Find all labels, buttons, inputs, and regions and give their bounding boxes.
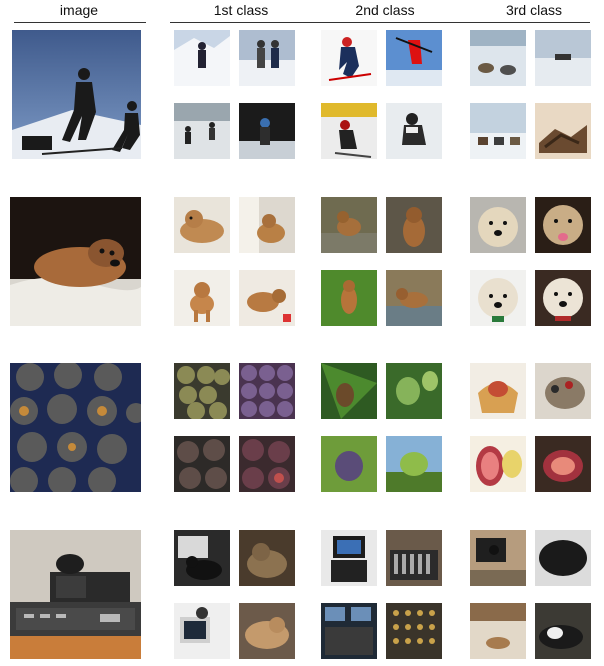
class2-dog-thumb-2 (386, 197, 442, 253)
class3-cat-thumb-3 (470, 603, 526, 659)
header-3rd-class: 3rd class (505, 2, 563, 18)
query-image-cat-electronics (10, 530, 141, 659)
class1-figs-thumb-4 (239, 436, 295, 492)
class3-cat-thumb-2 (535, 530, 591, 586)
class2-figs-thumb-1 (321, 363, 377, 419)
class2-figs-thumb-2 (386, 363, 442, 419)
header-divider-classes (170, 22, 590, 23)
class2-electronics-thumb-1 (321, 530, 377, 586)
query-image-skiing (12, 30, 141, 159)
class2-skiing-thumb-2 (386, 30, 442, 86)
class1-cat-thumb-3 (174, 603, 230, 659)
class3-dog-thumb-1 (470, 197, 526, 253)
query-image-dog (10, 197, 141, 326)
class3-figs-thumb-4 (535, 436, 591, 492)
header-1st-class: 1st class (213, 2, 269, 18)
class2-dog-thumb-1 (321, 197, 377, 253)
class2-dog-thumb-3 (321, 270, 377, 326)
class2-skiing-thumb-3 (321, 103, 377, 159)
class1-figs-thumb-1 (174, 363, 230, 419)
class1-dog-thumb-1 (174, 197, 230, 253)
class3-figs-thumb-3 (470, 436, 526, 492)
class3-figs-thumb-1 (470, 363, 526, 419)
class2-electronics-thumb-4 (386, 603, 442, 659)
class1-skiing-thumb-3 (174, 103, 230, 159)
class2-skiing-thumb-1 (321, 30, 377, 86)
class3-figs-thumb-2 (535, 363, 591, 419)
class3-skiing-thumb-1 (470, 30, 526, 86)
query-image-figs (10, 363, 141, 492)
class3-cat-thumb-4 (535, 603, 591, 659)
class1-dog-thumb-4 (239, 270, 295, 326)
class2-skiing-thumb-4 (386, 103, 442, 159)
class3-dog-thumb-3 (470, 270, 526, 326)
class1-figs-thumb-2 (239, 363, 295, 419)
header-2nd-class: 2nd class (355, 2, 415, 18)
class1-skiing-thumb-4 (239, 103, 295, 159)
class2-electronics-thumb-3 (321, 603, 377, 659)
class1-dog-thumb-2 (239, 197, 295, 253)
class1-cat-thumb-1 (174, 530, 230, 586)
class1-figs-thumb-3 (174, 436, 230, 492)
class3-cat-thumb-1 (470, 530, 526, 586)
class1-dog-thumb-3 (174, 270, 230, 326)
class1-cat-thumb-2 (239, 530, 295, 586)
class2-dog-thumb-4 (386, 270, 442, 326)
class2-electronics-thumb-2 (386, 530, 442, 586)
class1-skiing-thumb-2 (239, 30, 295, 86)
header-image: image (59, 2, 99, 18)
class3-dog-thumb-2 (535, 197, 591, 253)
class3-skiing-thumb-2 (535, 30, 591, 86)
class3-dog-thumb-4 (535, 270, 591, 326)
class3-skiing-thumb-4 (535, 103, 591, 159)
class1-cat-thumb-4 (239, 603, 295, 659)
class1-skiing-thumb-1 (174, 30, 230, 86)
class2-figs-thumb-4 (386, 436, 442, 492)
class2-figs-thumb-3 (321, 436, 377, 492)
header-divider (14, 22, 146, 23)
class3-skiing-thumb-3 (470, 103, 526, 159)
